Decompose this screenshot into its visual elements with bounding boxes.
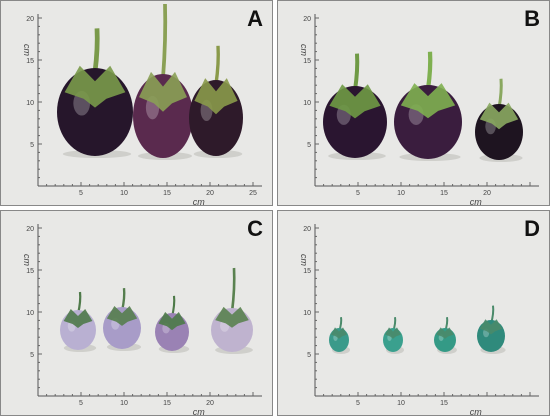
x-label: 5 xyxy=(356,190,360,197)
unit-label: cm xyxy=(299,44,309,57)
panel-frame xyxy=(277,210,550,416)
stem xyxy=(161,3,168,79)
calyx xyxy=(194,78,238,115)
x-label: 10 xyxy=(397,190,405,197)
calyx xyxy=(385,327,401,339)
calyx xyxy=(400,83,456,119)
x-label: 10 xyxy=(120,400,128,407)
y-label: 5 xyxy=(307,142,311,149)
panel-label: C xyxy=(247,216,263,241)
x-label: 5 xyxy=(79,400,83,407)
y-label: 5 xyxy=(307,352,311,359)
stem xyxy=(425,51,433,90)
y-label: 10 xyxy=(26,310,34,317)
x-label: 15 xyxy=(440,400,448,407)
panel-label: A xyxy=(247,6,263,31)
stem xyxy=(92,28,100,73)
fruit xyxy=(103,307,141,349)
x-label: 15 xyxy=(440,190,448,197)
y-label: 10 xyxy=(303,310,311,317)
x-label: 10 xyxy=(397,400,405,407)
unit-label: cm xyxy=(470,197,483,207)
y-label: 20 xyxy=(26,226,34,233)
x-label: 25 xyxy=(249,190,257,197)
calyx xyxy=(106,305,138,326)
panel-label: B xyxy=(524,6,540,31)
unit-label: cm xyxy=(22,254,32,267)
unit-label: cm xyxy=(299,254,309,267)
calyx xyxy=(331,327,347,339)
x-label: 15 xyxy=(163,400,171,407)
calyx xyxy=(64,65,126,108)
calyx xyxy=(479,319,503,335)
x-label: 20 xyxy=(483,190,491,197)
unit-label: cm xyxy=(22,44,32,57)
panel-label: D xyxy=(524,216,540,241)
y-label: 5 xyxy=(30,142,34,149)
y-label: 20 xyxy=(303,226,311,233)
y-label: 5 xyxy=(30,352,34,359)
calyx xyxy=(139,71,187,112)
fruit xyxy=(477,320,505,352)
x-label: 15 xyxy=(163,190,171,197)
y-label: 10 xyxy=(303,100,311,107)
stem xyxy=(353,53,360,91)
y-label: 10 xyxy=(26,100,34,107)
y-label: 20 xyxy=(26,16,34,23)
unit-label: cm xyxy=(193,197,206,207)
y-label: 15 xyxy=(26,268,34,275)
panel: 5 10 15 5 10 15 20 cm cm D xyxy=(277,210,550,416)
calyx xyxy=(215,306,249,328)
x-label: 20 xyxy=(206,400,214,407)
calyx xyxy=(329,84,381,119)
calyx xyxy=(479,102,519,130)
x-label: 10 xyxy=(120,190,128,197)
y-label: 15 xyxy=(303,58,311,65)
calyx xyxy=(63,309,93,328)
x-label: 20 xyxy=(206,190,214,197)
y-label: 15 xyxy=(26,58,34,65)
y-label: 15 xyxy=(303,268,311,275)
x-label: 5 xyxy=(356,400,360,407)
y-label: 20 xyxy=(303,16,311,23)
unit-label: cm xyxy=(193,407,206,416)
calyx xyxy=(158,312,186,331)
x-label: 5 xyxy=(79,190,83,197)
calyx xyxy=(436,327,454,339)
unit-label: cm xyxy=(470,407,483,416)
